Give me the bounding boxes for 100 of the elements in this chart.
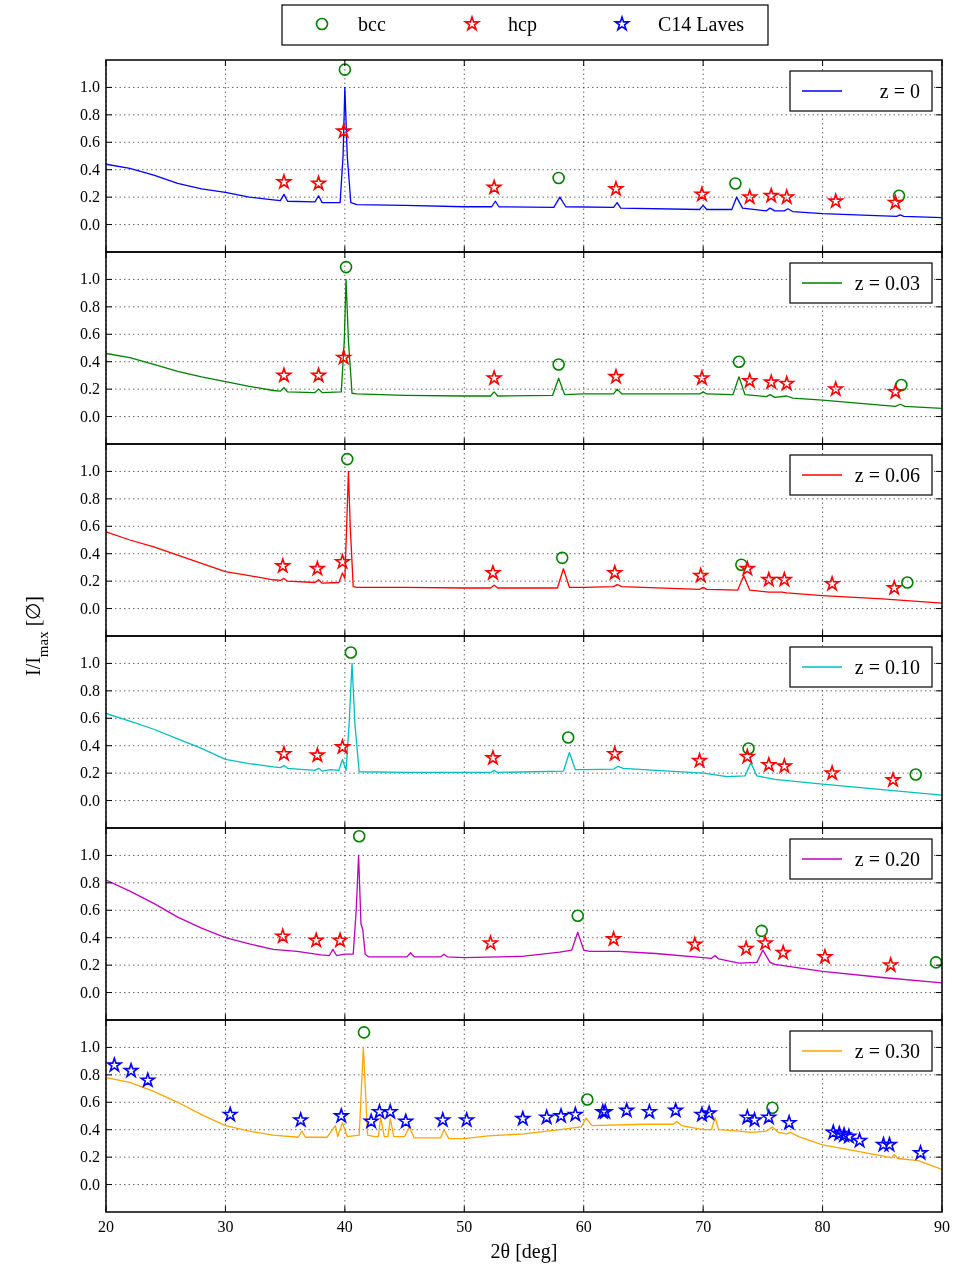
point bbox=[336, 123, 352, 138]
point bbox=[776, 571, 792, 587]
y-tick-label: 0.4 bbox=[80, 736, 100, 754]
y-tick-label: 0.4 bbox=[80, 160, 100, 178]
point bbox=[824, 576, 840, 591]
point bbox=[106, 1057, 122, 1072]
y-tick-label: 0.8 bbox=[80, 297, 100, 315]
point bbox=[739, 1109, 755, 1124]
point bbox=[929, 956, 942, 969]
y-tick-label: 0.0 bbox=[80, 407, 100, 425]
point bbox=[828, 193, 844, 208]
y-tick-label: 0.4 bbox=[80, 1120, 100, 1138]
point bbox=[732, 355, 746, 368]
point bbox=[352, 829, 366, 843]
point bbox=[761, 1109, 777, 1124]
point bbox=[755, 924, 768, 938]
y-tick-label: 1.0 bbox=[80, 78, 100, 96]
line-series bbox=[106, 854, 942, 984]
point bbox=[382, 1104, 398, 1119]
point bbox=[293, 1112, 309, 1127]
point bbox=[701, 1105, 717, 1120]
point bbox=[887, 194, 903, 210]
y-tick-label: 0.2 bbox=[80, 764, 100, 782]
point bbox=[694, 370, 710, 385]
point bbox=[742, 742, 755, 755]
point bbox=[825, 1124, 841, 1139]
point bbox=[553, 1108, 569, 1123]
legend-label: z = 0.30 bbox=[854, 1040, 920, 1062]
point bbox=[779, 189, 795, 204]
legend-label: z = 0.10 bbox=[854, 656, 920, 678]
point bbox=[372, 1104, 387, 1119]
point bbox=[608, 369, 624, 384]
point bbox=[739, 748, 755, 764]
point bbox=[781, 1115, 797, 1130]
x-tick-label: 80 bbox=[814, 1218, 831, 1235]
point bbox=[883, 957, 899, 972]
y-tick-label: 0.0 bbox=[80, 215, 100, 233]
point bbox=[309, 561, 325, 576]
point bbox=[276, 174, 292, 189]
x-tick-label: 70 bbox=[695, 1218, 712, 1235]
y-tick-label: 0.8 bbox=[80, 681, 100, 699]
legend-label: z = 0.06 bbox=[854, 464, 920, 486]
y-tick-label: 1.0 bbox=[80, 462, 100, 480]
point bbox=[485, 565, 501, 580]
point bbox=[335, 554, 350, 569]
point bbox=[123, 1062, 139, 1078]
point bbox=[140, 1072, 156, 1087]
point bbox=[607, 746, 623, 761]
point bbox=[901, 576, 914, 589]
x-tick-label: 30 bbox=[217, 1218, 234, 1235]
point bbox=[887, 384, 903, 399]
point bbox=[581, 1093, 594, 1106]
point bbox=[763, 187, 779, 203]
point bbox=[831, 1126, 847, 1141]
point bbox=[619, 1102, 635, 1117]
point bbox=[885, 772, 901, 787]
y-tick-label: 0.2 bbox=[80, 572, 100, 590]
point bbox=[776, 758, 792, 773]
point bbox=[398, 1113, 414, 1128]
y-tick-label: 0.0 bbox=[80, 983, 100, 1001]
point bbox=[331, 930, 349, 949]
y-tick-label: 0.8 bbox=[80, 105, 100, 123]
point bbox=[775, 945, 791, 960]
y-tick-label: 0.2 bbox=[80, 956, 100, 974]
point bbox=[485, 750, 501, 765]
point bbox=[333, 1108, 349, 1123]
line-series bbox=[106, 278, 942, 409]
line-series bbox=[106, 1046, 942, 1171]
point bbox=[539, 1109, 555, 1124]
point bbox=[309, 747, 325, 762]
legend-label: C14 Laves bbox=[658, 13, 745, 35]
point bbox=[824, 765, 840, 780]
point bbox=[483, 935, 499, 950]
point bbox=[876, 1137, 891, 1152]
y-tick-label: 1.0 bbox=[80, 1038, 100, 1056]
point bbox=[881, 1137, 897, 1152]
point bbox=[555, 551, 569, 565]
point bbox=[338, 63, 352, 76]
y-tick-label: 0.8 bbox=[80, 873, 100, 891]
point bbox=[606, 931, 622, 946]
point bbox=[607, 565, 623, 580]
point bbox=[694, 1106, 710, 1122]
x-axis-title: 2θ [deg] bbox=[490, 1240, 558, 1263]
point bbox=[340, 452, 354, 466]
point bbox=[641, 1104, 657, 1119]
point bbox=[459, 1112, 475, 1127]
point bbox=[747, 1112, 762, 1127]
line-series bbox=[106, 86, 942, 219]
legend-label: z = 0 bbox=[879, 80, 920, 102]
y-tick-label: 0.0 bbox=[80, 599, 100, 617]
y-tick-label: 0.4 bbox=[80, 928, 100, 946]
point bbox=[486, 370, 502, 385]
y-tick-label: 0.6 bbox=[80, 709, 100, 727]
point bbox=[339, 260, 353, 274]
y-tick-label: 1.0 bbox=[80, 654, 100, 672]
y-tick-label: 1.0 bbox=[80, 846, 100, 864]
point bbox=[687, 936, 703, 952]
point bbox=[515, 1110, 531, 1126]
legend-label: z = 0.20 bbox=[854, 848, 920, 870]
point bbox=[693, 567, 709, 583]
